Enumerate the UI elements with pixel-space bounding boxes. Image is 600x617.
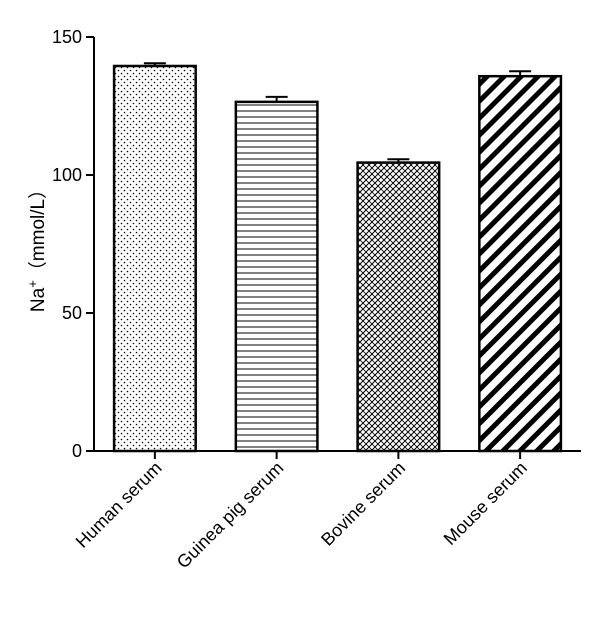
y-tick-label: 150: [52, 27, 82, 47]
x-tick-label: Human serum: [72, 458, 166, 552]
y-axis-title-sup: +: [25, 280, 40, 288]
bar: [356, 161, 441, 453]
plot-area: [112, 62, 563, 453]
y-axis-title-unit: （mmol/L）: [27, 180, 49, 280]
x-tick-label: Guinea pig serum: [173, 458, 288, 573]
x-tick-label: Mouse serum: [440, 458, 531, 549]
x-tick-label: Bovine serum: [317, 458, 409, 550]
y-axis: 0 50 100 150: [52, 27, 94, 461]
y-tick-label: 100: [52, 165, 82, 185]
bar: [234, 100, 319, 453]
x-axis: Human serum Guinea pig serum Bovine serum M…: [72, 451, 531, 572]
y-tick-label: 0: [72, 441, 82, 461]
y-tick-label: 50: [62, 303, 82, 323]
bar: [478, 74, 563, 453]
bar: [112, 64, 197, 453]
y-axis-title-base: Na: [28, 287, 49, 312]
y-axis-title: Na+（mmol/L）: [25, 180, 49, 312]
